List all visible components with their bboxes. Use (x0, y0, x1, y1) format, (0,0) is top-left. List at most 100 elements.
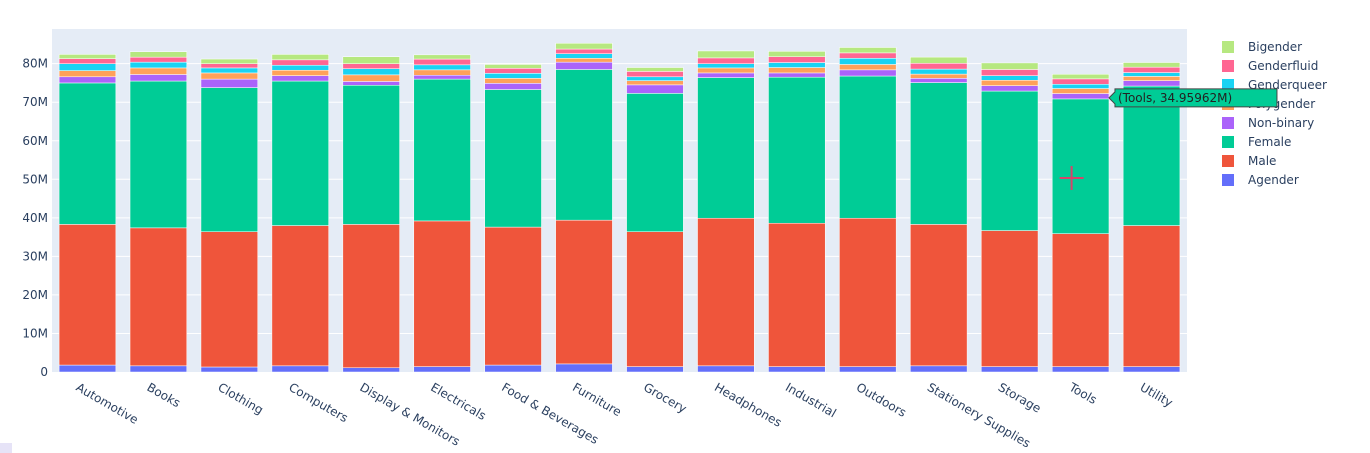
bar-segment-bigender[interactable] (768, 51, 826, 57)
bar-segment-agender[interactable] (129, 365, 188, 373)
legend-item-male[interactable]: Male (1222, 154, 1276, 168)
bar-segment-non-binary[interactable] (484, 83, 542, 90)
bar-segment-bigender[interactable] (697, 50, 755, 59)
bar-segment-genderfluid[interactable] (342, 63, 400, 69)
bar-segment-non-binary[interactable] (271, 75, 329, 82)
bar-segment-bigender[interactable] (1051, 73, 1110, 80)
bar-segment-female[interactable] (200, 87, 258, 232)
bar-segment-bigender[interactable] (910, 56, 968, 64)
bar-segment-non-binary[interactable] (697, 72, 755, 78)
bar-segment-agender[interactable] (58, 364, 117, 373)
bar-segment-male[interactable] (697, 217, 755, 367)
bar-segment-female[interactable] (910, 82, 968, 225)
bar-segment-polygender[interactable] (1051, 88, 1110, 94)
bar-segment-male[interactable] (768, 222, 826, 367)
bar-segment-genderqueer[interactable] (555, 53, 613, 59)
bar-stack-headphones[interactable] (697, 50, 755, 373)
bar-stack-display-monitors[interactable] (342, 56, 400, 373)
bar-segment-agender[interactable] (1122, 366, 1181, 373)
bar-stack-industrial[interactable] (768, 51, 826, 373)
bar-segment-genderfluid[interactable] (1051, 78, 1110, 85)
legend-item-agender[interactable]: Agender (1222, 173, 1299, 187)
bar-segment-female[interactable] (58, 82, 117, 225)
bar-segment-polygender[interactable] (768, 67, 826, 74)
bar-segment-genderfluid[interactable] (413, 58, 471, 66)
bar-stack-outdoors[interactable] (839, 47, 897, 373)
bar-segment-non-binary[interactable] (839, 69, 897, 77)
bar-segment-genderfluid[interactable] (910, 63, 968, 70)
bar-segment-female[interactable] (1122, 85, 1181, 226)
bar-segment-genderfluid[interactable] (271, 59, 329, 66)
bar-segment-female[interactable] (839, 75, 897, 219)
bar-segment-genderfluid[interactable] (484, 68, 542, 74)
bar-segment-polygender[interactable] (626, 80, 684, 86)
bar-segment-genderqueer[interactable] (839, 58, 897, 65)
bar-segment-male[interactable] (129, 227, 188, 367)
bar-segment-genderqueer[interactable] (981, 75, 1039, 81)
bar-stack-clothing[interactable] (200, 58, 258, 373)
bar-segment-non-binary[interactable] (200, 78, 258, 88)
bar-segment-genderqueer[interactable] (1051, 84, 1110, 89)
bar-segment-male[interactable] (271, 225, 329, 367)
bar-segment-genderfluid[interactable] (981, 69, 1039, 76)
bar-segment-agender[interactable] (200, 366, 258, 373)
bar-segment-male[interactable] (1051, 233, 1110, 367)
bar-segment-non-binary[interactable] (342, 81, 400, 86)
bar-segment-female[interactable] (1051, 98, 1110, 234)
bar-segment-female[interactable] (342, 85, 400, 225)
bar-segment-male[interactable] (342, 224, 400, 369)
bar-stack-tools[interactable] (1051, 73, 1110, 373)
bar-segment-female[interactable] (555, 69, 613, 221)
legend[interactable]: BigenderGenderfluidGenderqueerPolygender… (1222, 40, 1327, 187)
bar-segment-agender[interactable] (1051, 366, 1110, 373)
bar-segment-bigender[interactable] (58, 54, 117, 59)
bar-segment-non-binary[interactable] (413, 74, 471, 80)
bar-stack-food-beverages[interactable] (484, 64, 542, 373)
bar-segment-male[interactable] (413, 220, 471, 367)
bar-segment-polygender[interactable] (697, 67, 755, 74)
bar-segment-genderqueer[interactable] (910, 68, 968, 75)
bar-segment-polygender[interactable] (555, 58, 613, 63)
bar-segment-genderqueer[interactable] (484, 73, 542, 79)
bar-segment-genderqueer[interactable] (271, 64, 329, 71)
bar-segment-agender[interactable] (484, 364, 542, 373)
bar-segment-bigender[interactable] (129, 51, 188, 58)
bar-segment-polygender[interactable] (1122, 76, 1181, 81)
bar-segment-non-binary[interactable] (981, 85, 1039, 92)
bar-segment-female[interactable] (981, 90, 1039, 231)
bar-segment-female[interactable] (768, 76, 826, 224)
bar-segment-genderqueer[interactable] (58, 63, 117, 71)
bars[interactable] (58, 43, 1181, 373)
bar-segment-genderqueer[interactable] (413, 64, 471, 71)
bar-stack-automotive[interactable] (58, 54, 117, 373)
bar-segment-bigender[interactable] (200, 58, 258, 64)
bar-segment-female[interactable] (129, 80, 188, 229)
bar-segment-male[interactable] (839, 217, 897, 367)
bar-segment-bigender[interactable] (555, 43, 613, 50)
bar-segment-male[interactable] (626, 231, 684, 367)
bar-segment-bigender[interactable] (271, 54, 329, 61)
bar-stack-stationery-supplies[interactable] (910, 56, 968, 373)
bar-segment-genderfluid[interactable] (58, 58, 117, 64)
bar-segment-polygender[interactable] (129, 67, 188, 75)
bar-segment-genderqueer[interactable] (129, 61, 188, 69)
bar-segment-polygender[interactable] (981, 80, 1039, 86)
bar-stack-books[interactable] (129, 51, 188, 373)
bar-segment-agender[interactable] (413, 366, 471, 373)
bar-segment-polygender[interactable] (910, 73, 968, 79)
bar-segment-non-binary[interactable] (1051, 93, 1110, 100)
bar-segment-genderfluid[interactable] (697, 57, 755, 64)
bar-segment-agender[interactable] (910, 365, 968, 373)
legend-item-female[interactable]: Female (1222, 135, 1291, 149)
bar-segment-bigender[interactable] (342, 56, 400, 64)
bar-segment-female[interactable] (697, 77, 755, 219)
legend-item-non-binary[interactable]: Non-binary (1222, 116, 1314, 130)
bar-segment-genderqueer[interactable] (342, 68, 400, 76)
bar-segment-female[interactable] (484, 89, 542, 228)
legend-item-bigender[interactable]: Bigender (1222, 40, 1302, 54)
bar-segment-polygender[interactable] (484, 78, 542, 84)
bar-segment-genderfluid[interactable] (626, 71, 684, 78)
bar-segment-polygender[interactable] (342, 74, 400, 82)
bar-segment-polygender[interactable] (58, 70, 117, 78)
bar-segment-genderfluid[interactable] (200, 63, 258, 69)
